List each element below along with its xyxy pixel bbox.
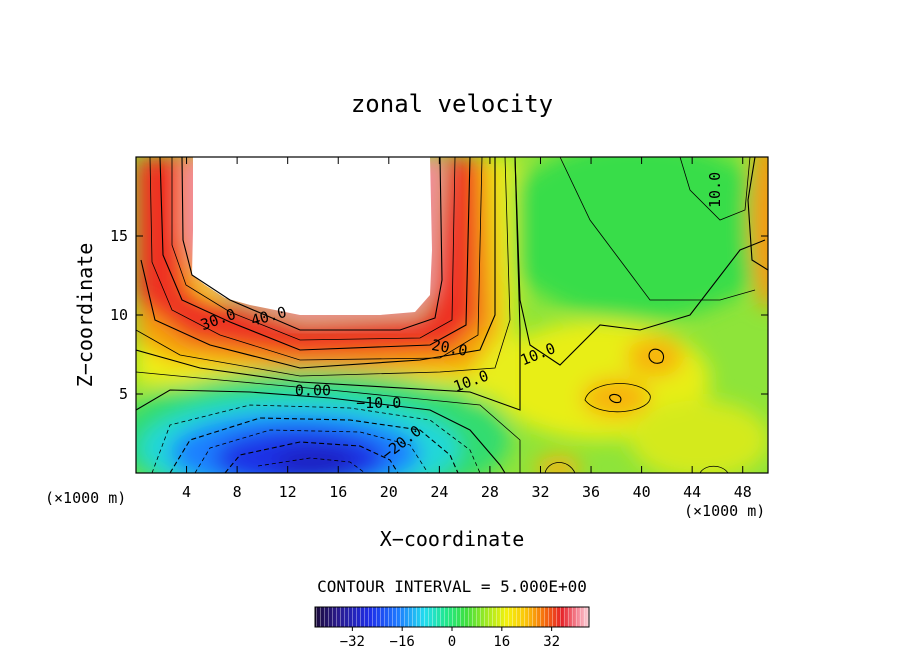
x-tick-label: 28 [481,483,499,501]
contour-neg20 [224,441,399,473]
contour-label-20: 20.0 [430,336,469,360]
field-blob-orange-41 [627,337,683,377]
contour-15-loop-40 [648,348,664,364]
contour-neg15 [194,429,429,473]
contour-label-0: 0.00 [295,382,331,400]
x-tick-label: 48 [734,483,752,501]
contour-10-loop-33 [544,462,576,473]
x-tick-label: 20 [380,483,398,501]
field-blob-orange-33 [536,456,580,473]
contour-30 [159,157,471,351]
contour-10-loop-38 [584,383,651,413]
colorbar-hatch [315,607,589,627]
field-blob-yellow-right-low [630,400,768,473]
contour-10 [136,157,521,411]
contour-25 [149,157,483,361]
colorbar-tick-label: 32 [543,634,560,650]
contour-10-upper-right-edge [747,157,768,271]
x-tick-label: 12 [279,483,297,501]
chart-title: zonal velocity [351,90,553,118]
x-axis-ticks: 4 8 12 16 20 24 28 32 36 40 44 48 [182,157,752,501]
y-axis-ticks: 5 10 15 [110,227,768,403]
colorbar-tick-label: 16 [493,634,510,650]
x-axis-unit: (×1000 m) [684,502,765,520]
field-blob-green-upper-right [500,157,768,320]
contour-15-loop-38 [609,393,622,404]
x-tick-label: 8 [233,483,242,501]
contour-label-10-c: 10.0 [706,172,724,208]
field-saturated-white [192,157,432,315]
x-axis-label: X−coordinate [380,527,525,551]
colorbar-tick-label: −32 [340,634,365,650]
y-tick-label: 5 [119,385,128,403]
x-tick-label: 24 [430,483,448,501]
x-tick-label: 44 [683,483,701,501]
contour-neg10 [169,417,459,473]
contour-10-right [514,157,766,366]
field-blob-darkblue-core [275,448,355,473]
field-blob-orange-38 [582,378,650,418]
heatmap-field [136,157,768,473]
contour-10-upper-right [679,157,751,221]
contour-15 [136,157,511,377]
contour-35 [171,157,456,341]
y-tick-label: 15 [110,227,128,245]
contour-interval-label: CONTOUR INTERVAL = 5.000E+00 [317,577,587,596]
contour-10-loop-46 [699,465,729,473]
colorbar-ticks: −32 −16 0 16 32 [340,627,560,650]
colorbar-tick-label: 0 [448,634,456,650]
y-axis-unit: (×1000 m) [45,489,126,507]
x-tick-label: 16 [329,483,347,501]
contour-00 [136,389,506,473]
x-tick-label: 40 [633,483,651,501]
field-blob-orange-right-edge [750,157,768,310]
contour-lines [136,157,768,473]
contour-20 [140,157,496,369]
contour-neg05 [151,404,481,473]
contour-label-neg10: −10.0 [356,394,401,412]
colorbar-tick-label: −16 [390,634,415,650]
y-axis-label: Z−coordinate [73,243,97,388]
field-band-red [136,157,478,356]
x-tick-label: 32 [531,483,549,501]
x-tick-label: 4 [182,483,191,501]
contour-05 [136,371,521,473]
y-tick-label: 10 [110,306,128,324]
colorbar: −32 −16 0 16 32 [314,606,590,650]
contour-05-right [559,157,756,301]
x-tick-label: 36 [582,483,600,501]
contour-neg25 [257,457,366,473]
contour-40 [181,157,443,331]
